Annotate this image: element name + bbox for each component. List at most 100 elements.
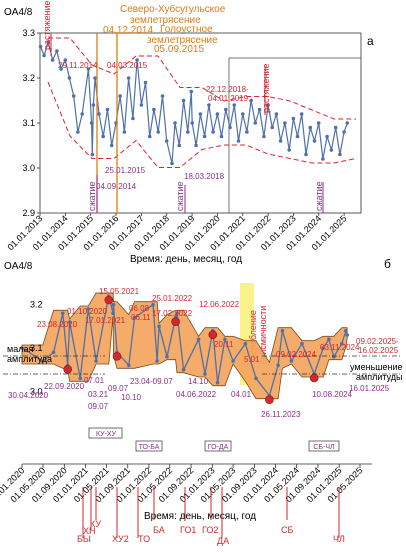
a-point-42: [202, 134, 207, 139]
annot-b-10: 17.01.2021: [85, 316, 126, 325]
a-point-49: [232, 103, 237, 107]
a-point-17: [101, 134, 105, 139]
a-point-50: [236, 139, 241, 143]
b-point-6: [78, 376, 82, 381]
event-label-3: ХУ2: [112, 534, 129, 544]
b-ytick-label: 3.0: [30, 386, 43, 396]
b-event-dot-6: [309, 373, 319, 383]
a-point-60: [278, 139, 283, 143]
b-point-16: [155, 359, 159, 363]
annot-b-13: 06.11: [131, 313, 151, 322]
b-point-18: [165, 354, 169, 359]
a-point-12: [89, 121, 94, 125]
annot-a-8: сжатие: [87, 181, 97, 211]
b-ytick-label: 3.2: [30, 300, 43, 310]
a-point-24: [131, 116, 135, 121]
event-label-8: ДА: [217, 536, 229, 546]
panel-b-date-labels: 30.04.2020 23.08.2020 01.10.2020 22.09.2…: [8, 287, 399, 419]
a-point-72: [329, 148, 334, 152]
a-point-5: [59, 67, 63, 71]
a-point-57: [266, 103, 270, 107]
a-point-32: [164, 139, 169, 143]
annot-a-9: сжатие: [175, 181, 185, 211]
b-point-37: [327, 337, 331, 342]
a-point-74: [338, 152, 342, 157]
a-ytick-label: 2.9: [22, 208, 35, 218]
annot-a-5: 05.09.2015: [154, 44, 204, 55]
b-point-23: [203, 372, 207, 376]
a-point-15: [93, 76, 97, 80]
a-point-1: [42, 53, 46, 58]
annot-b-6: 30.04.2020: [8, 391, 49, 400]
b-point-31: [276, 363, 280, 368]
b-event-dot-2: [112, 351, 122, 361]
a-point-14: [91, 103, 96, 107]
a-point-9: [76, 130, 80, 134]
event-label-10: ЧЛ: [333, 534, 345, 544]
annot-b-12: 06.08: [129, 304, 150, 313]
a-point-64: [295, 134, 300, 139]
a-point-21: [118, 94, 122, 98]
panel-b: ослабление сейсмичности 3.03.13.201.01.2…: [0, 257, 403, 546]
period-label-0: КУ-ХУ: [96, 431, 117, 438]
panel-a: 2.93.03.13.23.301.01.201301.01.201401.01…: [4, 0, 374, 265]
annot-b-26: 04.01: [231, 390, 252, 399]
b-point-34: [300, 341, 304, 346]
a-point-44: [211, 130, 215, 134]
a-point-52: [245, 130, 249, 134]
panel-b-ylabel: OA4/8: [4, 261, 33, 272]
period-box-go-da: [204, 440, 232, 452]
annot-b-33: 16.02.2025: [358, 346, 399, 355]
a-point-23: [126, 76, 131, 80]
a-point-56: [262, 134, 266, 139]
annot-b-24: 04.06.2022: [176, 390, 217, 399]
panel-a-series: [38, 39, 350, 166]
a-point-73: [333, 125, 338, 130]
annot-b-32: 09.02.2025-: [356, 337, 399, 346]
annot-b-30: 03.11.2024: [320, 343, 360, 352]
a-point-76: [345, 121, 350, 125]
panel-a-xlabel: Время: день, месяц, год: [130, 254, 242, 265]
annot-b-15: 17.02.2022: [152, 309, 193, 318]
b-point-21: [181, 367, 186, 372]
b-point-27: [231, 359, 235, 363]
b-point-17: [157, 324, 161, 329]
annot-b-1: амплитуда: [7, 354, 52, 364]
annot-b-9: 22.09.2020: [44, 382, 85, 391]
annot-b-21: 10.10: [121, 393, 142, 402]
b-event-dot-0: [63, 364, 72, 374]
panel-a-ylabel: OA4/8: [4, 7, 33, 18]
b-point-8: [94, 359, 98, 363]
annot-b-29: 09.02.2024: [276, 350, 317, 359]
annot-a-10: сжатие: [314, 181, 324, 211]
panel-b-series: [20, 294, 350, 405]
a-point-65: [299, 112, 304, 116]
annot-a-7: растяжение: [261, 63, 271, 113]
b-point-26: [223, 337, 227, 342]
annot-a-14: 04.09.2014: [96, 182, 137, 191]
b-point-10: [111, 311, 115, 316]
a-point-68: [312, 139, 317, 143]
a-point-36: [181, 98, 186, 103]
b-point-39: [340, 341, 344, 346]
a-point-11: [86, 67, 91, 71]
b-point-25: [215, 380, 220, 385]
a-point-18: [105, 107, 110, 112]
period-label-2: ГО-ДА: [208, 444, 229, 451]
a-point-62: [287, 148, 292, 152]
b-point-7: [86, 307, 91, 311]
b-event-dot-5: [265, 395, 274, 405]
a-point-7: [67, 76, 72, 80]
annot-b-4: ослабление: [248, 310, 258, 360]
annot-a-12: 04.03.2015: [107, 61, 148, 70]
a-point-63: [291, 116, 296, 121]
annot-b-2: уменьшение: [350, 362, 402, 372]
a-point-13: [90, 152, 95, 157]
b-event-dot-4: [208, 330, 218, 340]
a-point-30: [156, 130, 160, 134]
b-amplitude-band: [21, 292, 348, 400]
annot-b-22: 23.04-09.07: [130, 377, 173, 386]
b-point-40: [344, 328, 348, 333]
